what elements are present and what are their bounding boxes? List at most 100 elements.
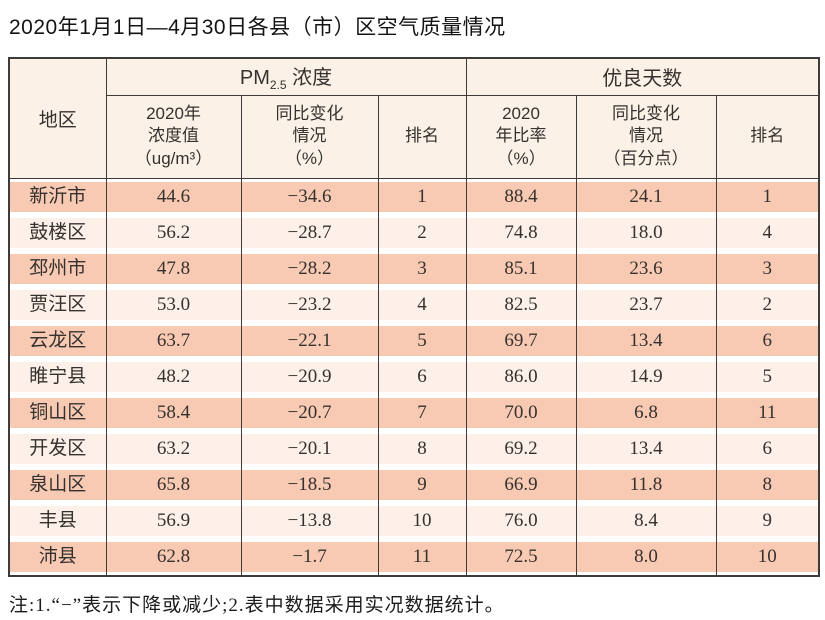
region-cell-value: 沛县 (10, 541, 106, 572)
table-row: 新沂市 44.6 −34.6 1 88.4 24.1 1 (8, 178, 820, 215)
days-rank-cell: 1 (715, 178, 820, 215)
pm-value-cell-value: 62.8 (106, 541, 241, 572)
pm-change-cell: −23.2 (240, 286, 379, 323)
days-change-cell: 6.8 (575, 394, 717, 431)
days-rank-column-header: 排名 (715, 94, 820, 179)
pm-change-cell-value: −13.8 (241, 505, 378, 536)
days-rate-cell: 85.1 (465, 250, 577, 287)
days-rank-cell-value: 8 (716, 469, 819, 500)
pm-rank-cell: 10 (377, 502, 467, 539)
pm-value-cell: 63.7 (105, 322, 242, 359)
pm-rank-cell: 7 (377, 394, 467, 431)
table-row: 沛县 62.8 −1.7 11 72.5 8.0 10 (8, 538, 820, 576)
days-rank-cell-value: 2 (716, 289, 819, 320)
pm-value-cell: 58.4 (105, 394, 242, 431)
pm-change-cell: −34.6 (240, 178, 379, 215)
sub-header-row: 2020年 浓度值 （ug/m³） 同比变化 情况 （%） 排名 2020 年比… (9, 94, 820, 179)
table-row: 睢宁县 48.2 −20.9 6 86.0 14.9 5 (8, 358, 820, 395)
pm-value-cell-value: 48.2 (106, 361, 241, 392)
pm-rank-cell-value: 1 (378, 181, 466, 212)
days-rank-cell: 9 (715, 502, 820, 539)
footnote: 注:1.“−”表示下降或减少;2.表中数据采用实况数据统计。 (9, 595, 505, 616)
pm-change-cell-value: −28.7 (241, 217, 378, 248)
pm-change-cell-value: −20.9 (241, 361, 378, 392)
days-change-cell: 18.0 (575, 214, 717, 251)
days-rank-cell-value: 1 (716, 181, 819, 212)
region-cell-value: 云龙区 (10, 325, 106, 356)
pm-value-cell-value: 63.7 (106, 325, 241, 356)
region-column-header: 地区 (8, 57, 107, 179)
table-header: 地区 PM2.5 浓度 优良天数 2020年 浓度值 （ug/m³） 同比变化 … (8, 57, 820, 179)
pm25-label-subscript: 2.5 (269, 78, 287, 93)
days-change-cell-value: 11.8 (576, 469, 716, 500)
pm-rank-cell: 1 (377, 178, 467, 215)
days-change-cell-value: 23.6 (576, 253, 716, 284)
region-cell: 沛县 (8, 538, 107, 576)
pm-change-cell: −20.7 (240, 394, 379, 431)
days-rank-cell-value: 6 (716, 433, 819, 464)
region-cell-value: 铜山区 (10, 397, 106, 428)
days-rate-cell: 70.0 (465, 394, 577, 431)
days-change-cell-value: 8.4 (576, 505, 716, 536)
days-change-cell-value: 8.0 (576, 541, 716, 572)
days-rate-cell: 69.7 (465, 322, 577, 359)
pm25-label-suffix: 浓度 (286, 67, 333, 90)
days-change-cell-value: 14.9 (576, 361, 716, 392)
table-row: 邳州市 47.8 −28.2 3 85.1 23.6 3 (8, 250, 820, 287)
pm-rank-cell-value: 11 (378, 541, 466, 572)
pm-rank-cell: 9 (377, 466, 467, 503)
days-rate-cell-value: 85.1 (466, 253, 576, 284)
days-rank-cell: 3 (715, 250, 820, 287)
pm-rank-cell-value: 4 (378, 289, 466, 320)
pm-change-cell-value: −18.5 (241, 469, 378, 500)
table-row: 泉山区 65.8 −18.5 9 66.9 11.8 8 (8, 466, 820, 503)
table-row: 贾汪区 53.0 −23.2 4 82.5 23.7 2 (8, 286, 820, 323)
pm-rank-cell-value: 8 (378, 433, 466, 464)
pm-rank-cell: 11 (377, 538, 467, 576)
days-rate-cell-value: 69.2 (466, 433, 576, 464)
days-rate-cell-value: 86.0 (466, 361, 576, 392)
pm-value-cell-value: 47.8 (106, 253, 241, 284)
pm-value-cell-value: 56.2 (106, 217, 241, 248)
pm-value-cell: 44.6 (105, 178, 242, 215)
pm-change-cell: −28.2 (240, 250, 379, 287)
days-rate-cell: 88.4 (465, 178, 577, 215)
pm-value-cell: 63.2 (105, 430, 242, 467)
days-rate-cell-value: 66.9 (466, 469, 576, 500)
pm-value-cell-value: 63.2 (106, 433, 241, 464)
group-header-row: 地区 PM2.5 浓度 优良天数 (8, 57, 820, 179)
region-cell: 睢宁县 (8, 358, 107, 395)
pm-value-cell: 53.0 (105, 286, 242, 323)
region-cell-value: 睢宁县 (10, 361, 106, 392)
days-change-cell-value: 18.0 (576, 217, 716, 248)
days-rank-cell: 6 (715, 430, 820, 467)
days-rank-cell-value: 3 (716, 253, 819, 284)
pm25-label-prefix: PM (239, 67, 270, 90)
days-rate-cell: 66.9 (465, 466, 577, 503)
table-row: 铜山区 58.4 −20.7 7 70.0 6.8 11 (8, 394, 820, 431)
days-rate-cell-value: 76.0 (466, 505, 576, 536)
pm-change-cell-value: −1.7 (241, 541, 378, 572)
days-rank-cell: 8 (715, 466, 820, 503)
pm-rank-cell: 6 (377, 358, 467, 395)
days-rank-cell: 10 (715, 538, 820, 576)
pm-rank-cell-value: 6 (378, 361, 466, 392)
days-rank-cell: 2 (715, 286, 820, 323)
region-cell-value: 新沂市 (10, 181, 106, 212)
pm-value-cell: 62.8 (105, 538, 242, 576)
pm-value-cell-value: 53.0 (106, 289, 241, 320)
days-change-cell: 8.0 (575, 538, 717, 576)
days-change-cell: 11.8 (575, 466, 717, 503)
pm-rank-cell-value: 7 (378, 397, 466, 428)
pm-value-cell: 56.2 (105, 214, 242, 251)
days-rank-cell: 4 (715, 214, 820, 251)
region-cell-value: 邳州市 (10, 253, 106, 284)
pm-rank-cell-value: 10 (378, 505, 466, 536)
days-rate-cell: 86.0 (465, 358, 577, 395)
table-row: 丰县 56.9 −13.8 10 76.0 8.4 9 (8, 502, 820, 539)
region-cell: 开发区 (8, 430, 107, 467)
pm-rank-cell: 3 (377, 250, 467, 287)
table-row: 云龙区 63.7 −22.1 5 69.7 13.4 6 (8, 322, 820, 359)
days-rate-cell: 76.0 (465, 502, 577, 539)
